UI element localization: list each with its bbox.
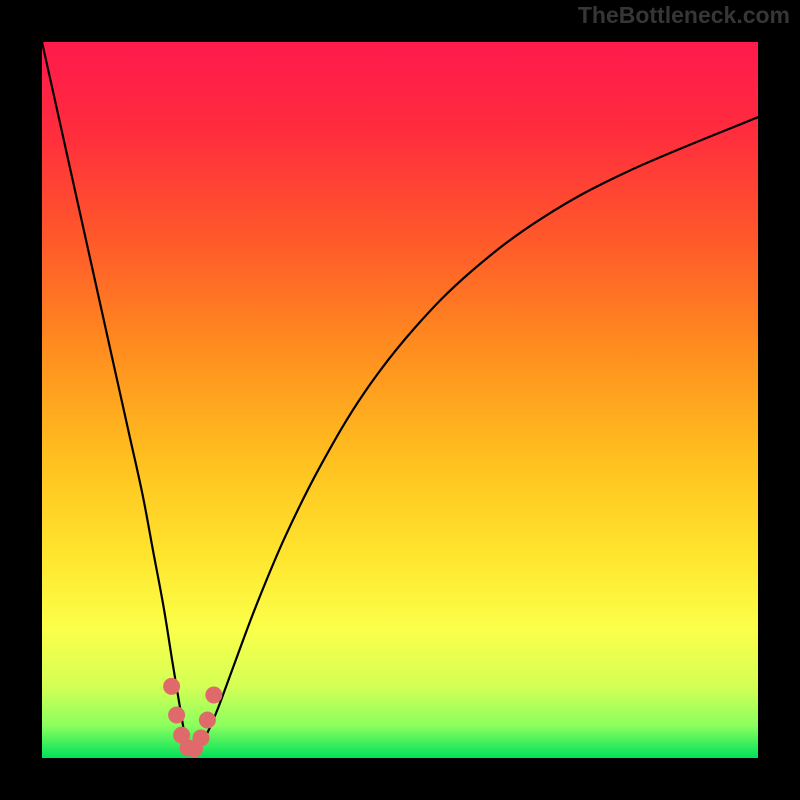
bottleneck-chart xyxy=(0,0,800,800)
watermark-text: TheBottleneck.com xyxy=(578,2,790,29)
bead-marker xyxy=(199,712,216,729)
bead-marker xyxy=(205,686,222,703)
bead-marker xyxy=(192,729,209,746)
plot-background xyxy=(42,42,758,758)
bead-marker xyxy=(163,678,180,695)
chart-frame: TheBottleneck.com xyxy=(0,0,800,800)
bead-marker xyxy=(168,707,185,724)
